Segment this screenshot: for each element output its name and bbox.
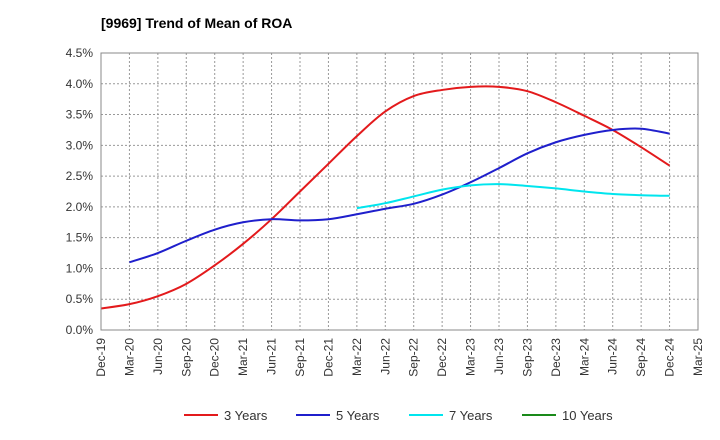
x-tick-label: Dec-20: [208, 338, 222, 377]
legend-label: 7 Years: [449, 408, 493, 423]
x-tick-label: Jun-21: [265, 338, 279, 375]
legend: 3 Years 5 Years 7 Years 10 Years: [184, 408, 613, 423]
x-tick-label: Sep-23: [520, 338, 534, 377]
x-tick-label: Sep-21: [293, 338, 307, 377]
x-tick-label: Dec-19: [94, 338, 108, 377]
legend-label: 10 Years: [562, 408, 613, 423]
chart-title: [9969] Trend of Mean of ROA: [101, 15, 292, 31]
x-tick-label: Dec-24: [663, 338, 677, 377]
legend-label: 5 Years: [336, 408, 380, 423]
x-tick-label: Mar-21: [236, 338, 250, 376]
plot-area: [100, 52, 699, 331]
x-tick-label: Sep-20: [179, 338, 193, 377]
x-tick-label: Mar-20: [122, 338, 136, 376]
x-tick-label: Jun-20: [151, 338, 165, 375]
series-lines: [100, 85, 671, 310]
x-tick-label: Jun-23: [492, 338, 506, 375]
y-tick-label: 1.0%: [66, 261, 94, 275]
x-tick-label: Mar-25: [691, 338, 705, 376]
x-tick-label: Dec-21: [321, 338, 335, 377]
x-tick-label: Mar-22: [350, 338, 364, 376]
x-tick-label: Sep-22: [407, 338, 421, 377]
grid-lines: [101, 53, 698, 330]
legend-label: 3 Years: [224, 408, 268, 423]
series-line-7-years: [356, 183, 670, 210]
y-tick-label: 1.5%: [66, 231, 94, 245]
x-tick-label: Mar-23: [464, 338, 478, 376]
x-tick-label: Dec-23: [549, 338, 563, 377]
y-tick-label: 3.5%: [66, 108, 94, 122]
series-line-5-years: [129, 127, 670, 264]
y-tick-label: 4.0%: [66, 77, 94, 91]
y-tick-label: 4.5%: [66, 46, 94, 60]
y-tick-label: 0.5%: [66, 292, 94, 306]
x-tick-label: Jun-24: [606, 338, 620, 375]
x-axis-ticks: Dec-19 Mar-20 Jun-20 Sep-20 Dec-20 Mar-21 Jun-…: [94, 338, 705, 377]
x-tick-label: Dec-22: [435, 338, 449, 377]
y-tick-label: 3.0%: [66, 138, 94, 152]
y-tick-label: 0.0%: [66, 323, 94, 337]
series-line-3-years: [100, 85, 671, 310]
y-tick-label: 2.0%: [66, 200, 94, 214]
y-axis-ticks: 0.0% 0.5% 1.0% 1.5% 2.0% 2.5% 3.0% 3.5% 4.0% 4.5%: [66, 46, 94, 337]
x-tick-label: Jun-22: [378, 338, 392, 375]
x-tick-label: Sep-24: [634, 338, 648, 377]
x-tick-label: Mar-24: [577, 338, 591, 376]
y-tick-label: 2.5%: [66, 169, 94, 183]
